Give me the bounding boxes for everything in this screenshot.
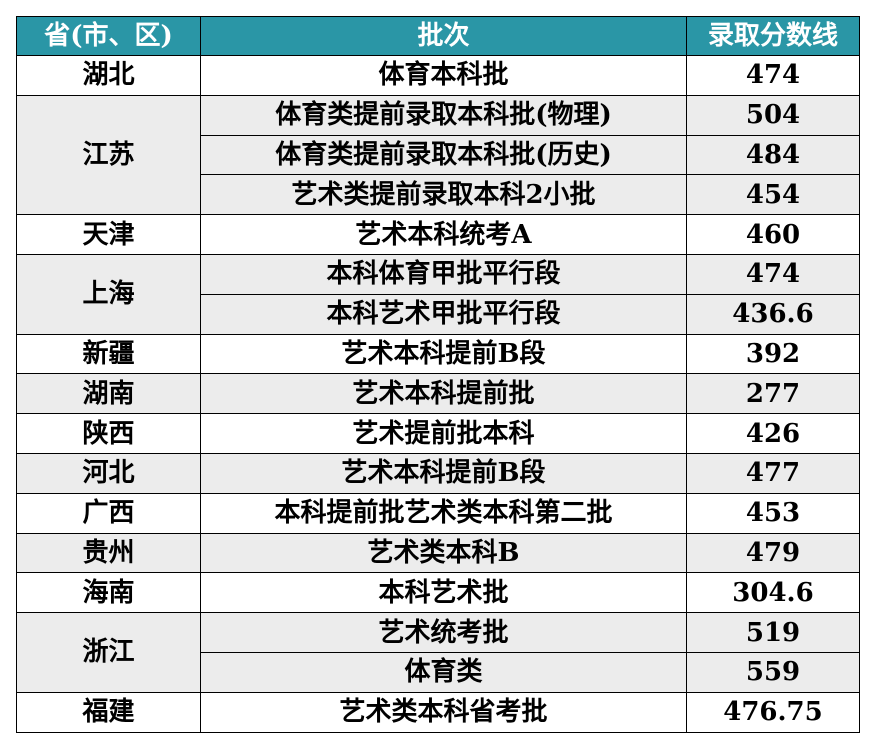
province-cell: 浙江 [16, 612, 201, 693]
admission-score-table: 省(市、区) 批次 录取分数线 湖北 体育本科批 474 江苏 体育类提前录取本科批(物… [16, 16, 860, 733]
score-cell: 474 [686, 55, 860, 96]
table-row: 河北 艺术本科提前B段 477 [16, 452, 860, 494]
table-header: 省(市、区) 批次 录取分数线 [16, 16, 860, 56]
batch-cell: 体育类提前录取本科批(物理) [200, 94, 687, 136]
province-cell: 福建 [16, 691, 201, 733]
batch-cell: 体育本科批 [200, 55, 687, 96]
batch-cell: 艺术本科统考A [200, 214, 687, 255]
score-cell: 304.6 [686, 572, 860, 614]
table-row: 新疆 艺术本科提前B段 392 [16, 333, 860, 375]
score-cell: 519 [686, 612, 860, 653]
table-row: 湖南 艺术本科提前批 277 [16, 373, 860, 415]
batch-cell: 艺术本科提前B段 [200, 452, 687, 494]
score-cell: 479 [686, 532, 860, 574]
header-batch: 批次 [200, 16, 687, 56]
table-row: 浙江 艺术统考批 519 [16, 612, 860, 693]
header-province: 省(市、区) [16, 16, 201, 56]
table-body: 湖北 体育本科批 474 江苏 体育类提前录取本科批(物理) 504 体育类提前录取本科批(… [16, 55, 860, 733]
score-cell: 436.6 [686, 293, 860, 335]
table-row: 陕西 艺术提前批本科 426 [16, 413, 860, 454]
batch-cell: 艺术提前批本科 [200, 413, 687, 454]
province-cell: 广西 [16, 492, 201, 534]
batch-cell: 本科艺术批 [200, 572, 687, 614]
province-cell: 海南 [16, 572, 201, 614]
score-cell: 392 [686, 333, 860, 375]
table-row: 福建 艺术类本科省考批 476.75 [16, 691, 860, 733]
score-cell: 504 [686, 94, 860, 136]
table-row: 广西 本科提前批艺术类本科第二批 453 [16, 492, 860, 534]
province-cell: 新疆 [16, 333, 201, 375]
batch-cell: 体育类提前录取本科批(历史) [200, 134, 687, 176]
score-cell: 426 [686, 413, 860, 454]
batch-cell: 艺术类本科省考批 [200, 691, 687, 733]
score-cell: 474 [686, 253, 860, 295]
score-cell: 277 [686, 373, 860, 415]
province-cell: 河北 [16, 452, 201, 494]
batch-cell: 本科艺术甲批平行段 [200, 293, 687, 335]
table-row: 本科艺术甲批平行段 436.6 [17, 293, 860, 335]
batch-cell: 艺术统考批 [200, 612, 687, 653]
table-row: 天津 艺术本科统考A 460 [16, 214, 860, 255]
table-row: 体育类 559 [17, 651, 860, 693]
header-score: 录取分数线 [686, 16, 860, 56]
score-cell: 559 [686, 651, 860, 693]
province-cell: 陕西 [16, 413, 201, 454]
province-cell: 贵州 [16, 532, 201, 574]
province-cell: 天津 [16, 214, 201, 255]
score-cell: 454 [686, 174, 860, 216]
province-cell: 江苏 [16, 94, 201, 216]
batch-cell: 体育类 [200, 651, 687, 693]
score-cell: 453 [686, 492, 860, 534]
table-row: 体育类提前录取本科批(历史) 484 [17, 134, 860, 176]
batch-cell: 本科体育甲批平行段 [200, 253, 687, 295]
score-cell: 477 [686, 452, 860, 494]
table-row: 贵州 艺术类本科B 479 [16, 532, 860, 574]
batch-cell: 艺术类本科B [200, 532, 687, 574]
score-cell: 484 [686, 134, 860, 176]
batch-cell: 艺术本科提前B段 [200, 333, 687, 375]
table-row: 江苏 体育类提前录取本科批(物理) 504 [16, 94, 860, 216]
score-cell: 476.75 [686, 691, 860, 733]
table-row: 海南 本科艺术批 304.6 [16, 572, 860, 614]
table-row: 湖北 体育本科批 474 [16, 55, 860, 96]
batch-cell: 艺术本科提前批 [200, 373, 687, 415]
province-cell: 上海 [16, 253, 201, 335]
batch-cell: 本科提前批艺术类本科第二批 [200, 492, 687, 534]
header-row: 省(市、区) 批次 录取分数线 [16, 16, 860, 56]
province-cell: 湖北 [16, 55, 201, 96]
score-cell: 460 [686, 214, 860, 255]
batch-cell: 艺术类提前录取本科2小批 [200, 174, 687, 216]
table-row: 上海 本科体育甲批平行段 474 [16, 253, 860, 335]
province-cell: 湖南 [16, 373, 201, 415]
